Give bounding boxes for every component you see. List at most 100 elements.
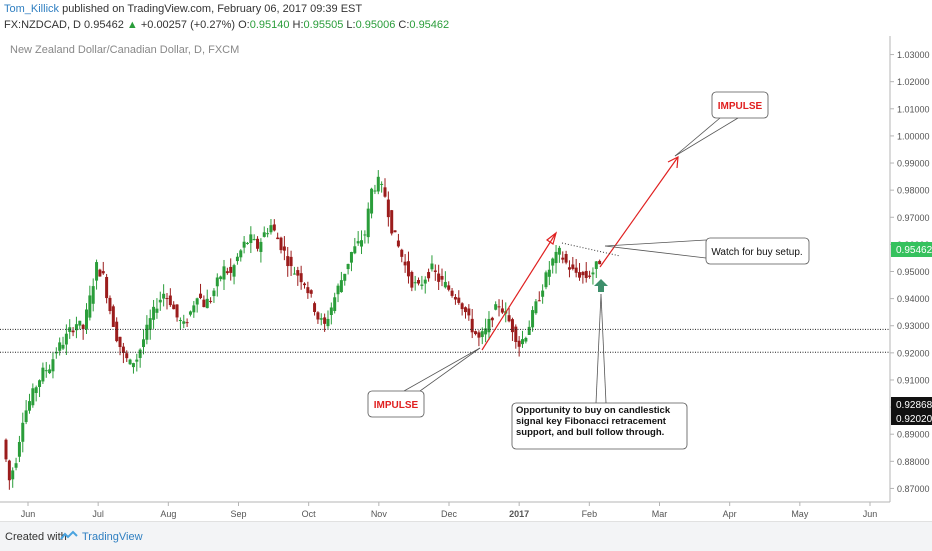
candle-body xyxy=(222,266,226,280)
candle-body xyxy=(440,275,444,280)
candle-body xyxy=(406,261,410,277)
candle-body xyxy=(524,337,528,342)
candle-body xyxy=(386,199,390,218)
candle-body xyxy=(346,263,350,270)
candle-body xyxy=(420,284,424,286)
candle-body xyxy=(91,286,95,304)
candle-body xyxy=(262,232,266,237)
candle-body xyxy=(192,305,196,313)
candle-body xyxy=(544,272,548,288)
candle-body xyxy=(232,265,236,277)
candle-body xyxy=(202,299,206,308)
candle-body xyxy=(71,330,75,333)
candle-body xyxy=(393,230,397,233)
callout-impulse-upper[interactable]: IMPULSE xyxy=(674,91,769,157)
candle-body xyxy=(135,359,139,362)
candle-body xyxy=(484,328,488,335)
x-tick-label: Mar xyxy=(652,509,668,519)
candle-body xyxy=(557,247,561,255)
candle-body xyxy=(215,277,219,287)
y-tick-label: 0.93000 xyxy=(897,321,930,331)
candle-body xyxy=(380,183,384,185)
x-tick-label: Jun xyxy=(863,509,878,519)
candle-body xyxy=(531,310,535,328)
level-tag-lower-bg xyxy=(891,411,932,425)
candle-body xyxy=(51,359,55,372)
candle-body xyxy=(296,270,300,276)
candle-body xyxy=(229,266,233,273)
high-value: 0.95505 xyxy=(303,19,344,31)
chart-title: New Zealand Dollar/Canadian Dollar, D, F… xyxy=(10,44,239,56)
author-link[interactable]: Tom_Killick xyxy=(4,3,60,15)
callout-impulse-lower[interactable]: IMPULSE xyxy=(367,347,481,418)
last-price-tag-bg xyxy=(891,242,932,257)
candle-body xyxy=(588,275,592,277)
candle-body xyxy=(205,298,209,309)
candle-body xyxy=(480,331,484,337)
candle-body xyxy=(423,279,427,284)
footer-bar: Created with TradingView xyxy=(0,521,932,551)
candle-body xyxy=(534,301,538,314)
candle-body xyxy=(64,333,68,345)
candle-body xyxy=(306,287,310,294)
low-label: L: xyxy=(346,19,356,31)
candle-body xyxy=(81,324,85,330)
candle-body xyxy=(266,233,270,235)
candle-body xyxy=(370,188,374,214)
candle-body xyxy=(17,441,21,457)
candle-body xyxy=(339,280,343,293)
candle-body xyxy=(108,297,112,312)
candle-body xyxy=(360,240,364,247)
candle-body xyxy=(430,263,434,270)
candle-body xyxy=(142,339,146,348)
candle-body xyxy=(403,261,407,266)
candle-body xyxy=(68,327,72,332)
candle-body xyxy=(292,273,296,275)
publish-line: Tom_Killick published on TradingView.com… xyxy=(4,3,362,15)
candle-body xyxy=(353,246,357,254)
candle-body xyxy=(437,273,441,282)
candle-body xyxy=(313,303,317,312)
candle-body xyxy=(571,264,575,269)
candle-body xyxy=(323,317,327,324)
candle-body xyxy=(44,370,48,372)
candle-body xyxy=(239,250,243,258)
candle-body xyxy=(185,322,189,324)
x-tick-label: Sep xyxy=(230,509,246,519)
candle-body xyxy=(158,299,162,303)
candle-body xyxy=(175,304,179,318)
candle-body xyxy=(373,190,377,192)
candle-body xyxy=(383,187,387,197)
symbol-label: FX:NZDCAD, D 0.95462 xyxy=(4,19,124,31)
y-axis[interactable]: 1.03000 1.02000 1.01000 1.00000 0.99000 0.980… xyxy=(890,50,930,494)
price-chart[interactable]: New Zealand Dollar/Canadian Dollar, D, F… xyxy=(0,36,932,521)
callout-opportunity[interactable]: Opportunity to buy on candlestick signal… xyxy=(511,293,688,450)
low-value: 0.95006 xyxy=(355,19,396,31)
candle-body xyxy=(286,256,290,267)
candle-body xyxy=(272,224,276,231)
x-tick-label: Jun xyxy=(21,509,36,519)
candle-body xyxy=(145,324,149,340)
x-tick-label: Apr xyxy=(723,509,737,519)
tradingview-brand-link[interactable]: TradingView xyxy=(82,531,143,543)
x-tick-label: Nov xyxy=(371,509,388,519)
candle-body xyxy=(182,321,186,324)
x-axis[interactable]: Jun Jul Aug Sep Oct Nov Dec 2017 Feb Mar Apr May Jun xyxy=(21,502,878,519)
candle-body xyxy=(541,290,545,297)
x-tick-label: Aug xyxy=(160,509,176,519)
candle-body xyxy=(343,273,347,281)
candle-body xyxy=(500,308,504,313)
candle-body xyxy=(400,249,404,257)
candle-body xyxy=(517,340,521,347)
candle-body xyxy=(376,176,380,192)
candle-body xyxy=(490,317,494,321)
candle-body xyxy=(527,326,531,335)
candle-body xyxy=(54,352,58,354)
trendline-dotted xyxy=(561,242,621,257)
candle-body xyxy=(356,241,360,244)
open-label: O: xyxy=(238,19,250,31)
candle-body xyxy=(390,210,394,234)
x-tick-label: May xyxy=(791,509,809,519)
callout-watch[interactable]: Watch for buy setup. xyxy=(604,237,810,265)
candle-body xyxy=(48,369,52,374)
